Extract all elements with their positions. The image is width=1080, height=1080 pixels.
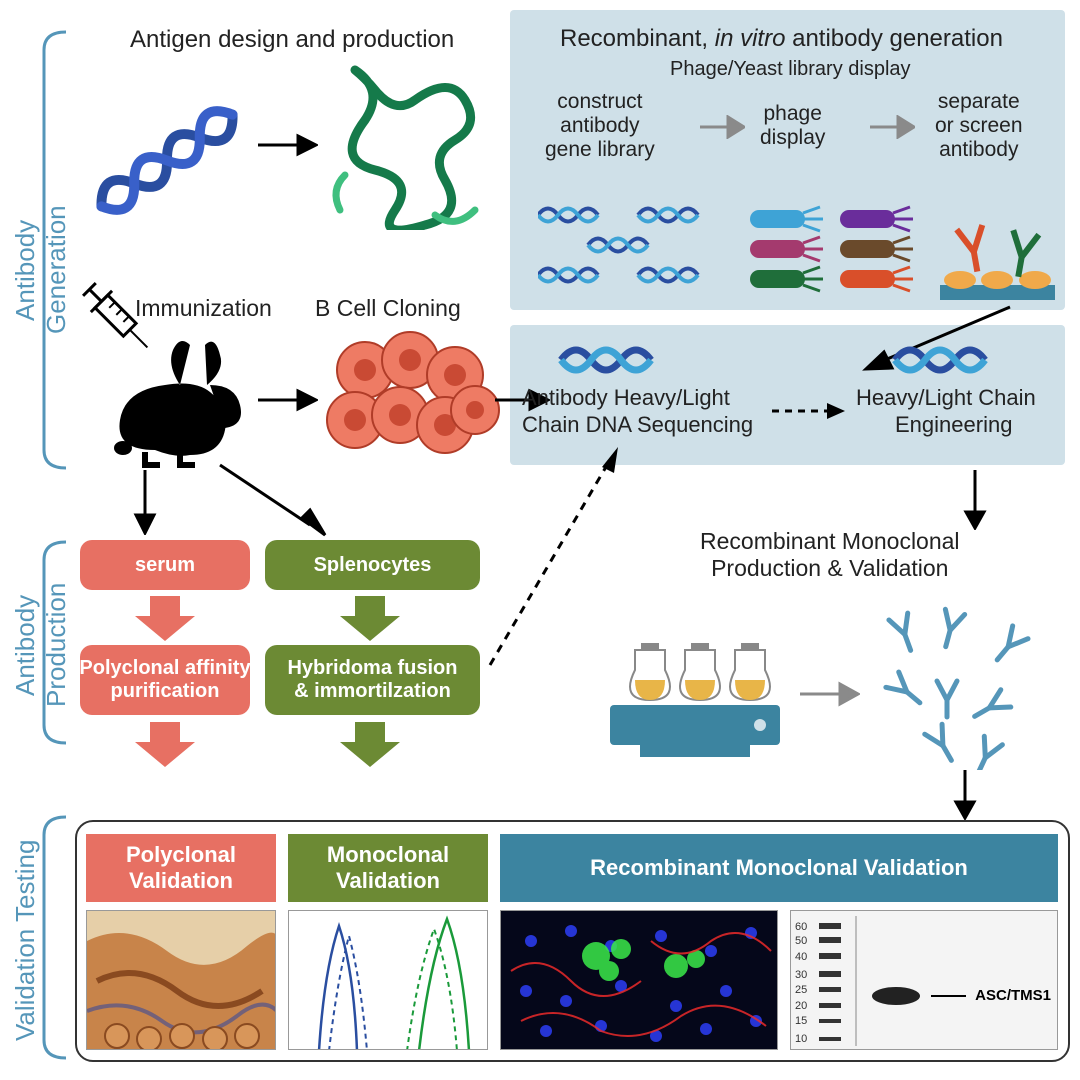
val-recomb-box: Recombinant Monoclonal Validation (500, 834, 1058, 902)
blot-label: ASC/TMS1 (975, 987, 1051, 1004)
recomb-step1: construct antibody gene library (545, 90, 655, 162)
gray-arrow-shaker-ab (800, 680, 860, 708)
seq-left-a: Antibody Heavy/Light (522, 385, 730, 411)
polyclonal-box: Polyclonal affinity purification (80, 645, 250, 715)
protein-ribbon-icon (315, 60, 495, 230)
svg-text:10: 10 (795, 1033, 807, 1045)
gray-arrow-step23 (870, 115, 915, 139)
val-mono-box: Monoclonal Validation (288, 834, 488, 902)
fat-arrow-splen (340, 596, 400, 641)
svg-text:60: 60 (795, 921, 807, 933)
if-panel (500, 910, 778, 1050)
screen-antibody-icon (935, 200, 1060, 305)
seq-left-b: Chain DNA Sequencing (522, 412, 753, 438)
arrow-engineering-down (960, 470, 990, 530)
antibody-cluster-icon (865, 595, 1070, 770)
seq-right-b: Engineering (895, 412, 1012, 438)
recombinant-title: Recombinant, in vitro antibody generatio… (560, 25, 1003, 53)
recomb-step3: separate or screen antibody (935, 90, 1023, 162)
serum-box: serum (80, 540, 250, 590)
gray-arrow-step12 (700, 115, 745, 139)
recomb-step2: phage display (760, 102, 825, 150)
svg-text:20: 20 (795, 1000, 807, 1012)
svg-text:25: 25 (795, 984, 807, 996)
rabbit-icon (95, 330, 255, 470)
val-poly-box: Polyclonal Validation (86, 834, 276, 902)
seq-right-a: Heavy/Light Chain (856, 385, 1036, 411)
ihc-panel (86, 910, 276, 1050)
dashed-arrow-seq (772, 398, 847, 424)
phage-display-icons (745, 205, 920, 305)
arrow-rabbit-serum (130, 470, 160, 535)
section-label-validation: Validation Testing (10, 830, 41, 1050)
recombinant-subtitle: Phage/Yeast library display (670, 58, 911, 81)
fat-arrow-poly (135, 722, 195, 767)
bracket-validation (42, 815, 66, 1060)
svg-text:50: 50 (795, 935, 807, 947)
splenocytes-box: Splenocytes (265, 540, 480, 590)
shaker-flasks-icon (595, 595, 795, 765)
dna-helix-icon (80, 60, 260, 220)
bcell-label: B Cell Cloning (315, 295, 461, 322)
fat-arrow-serum (135, 596, 195, 641)
bracket-production (42, 540, 66, 745)
antigen-title: Antigen design and production (130, 26, 454, 54)
black-arrow-dna-protein (258, 130, 318, 160)
arrow-ab-validation (950, 770, 980, 820)
arrow-rabbit-bcell (258, 385, 318, 415)
dna-seq-left (556, 338, 666, 383)
blot-panel: 60 50 40 30 25 20 15 10 ASC/TMS1 (790, 910, 1058, 1050)
fat-arrow-hybrid (340, 722, 400, 767)
immunization-label: Immunization (135, 295, 272, 322)
dna-library-icons (538, 195, 728, 305)
recomb-prod-title: Recombinant Monoclonal Production & Vali… (700, 528, 960, 582)
flow-panel (288, 910, 488, 1050)
dna-seq-right (890, 338, 1000, 383)
bcell-cluster-icon (315, 320, 505, 475)
hybridoma-box: Hybridoma fusion & immortilzation (265, 645, 480, 715)
bracket-generation (42, 30, 66, 470)
svg-text:40: 40 (795, 951, 807, 963)
arrow-rabbit-splen (215, 460, 335, 540)
svg-text:30: 30 (795, 969, 807, 981)
svg-text:15: 15 (795, 1015, 807, 1027)
